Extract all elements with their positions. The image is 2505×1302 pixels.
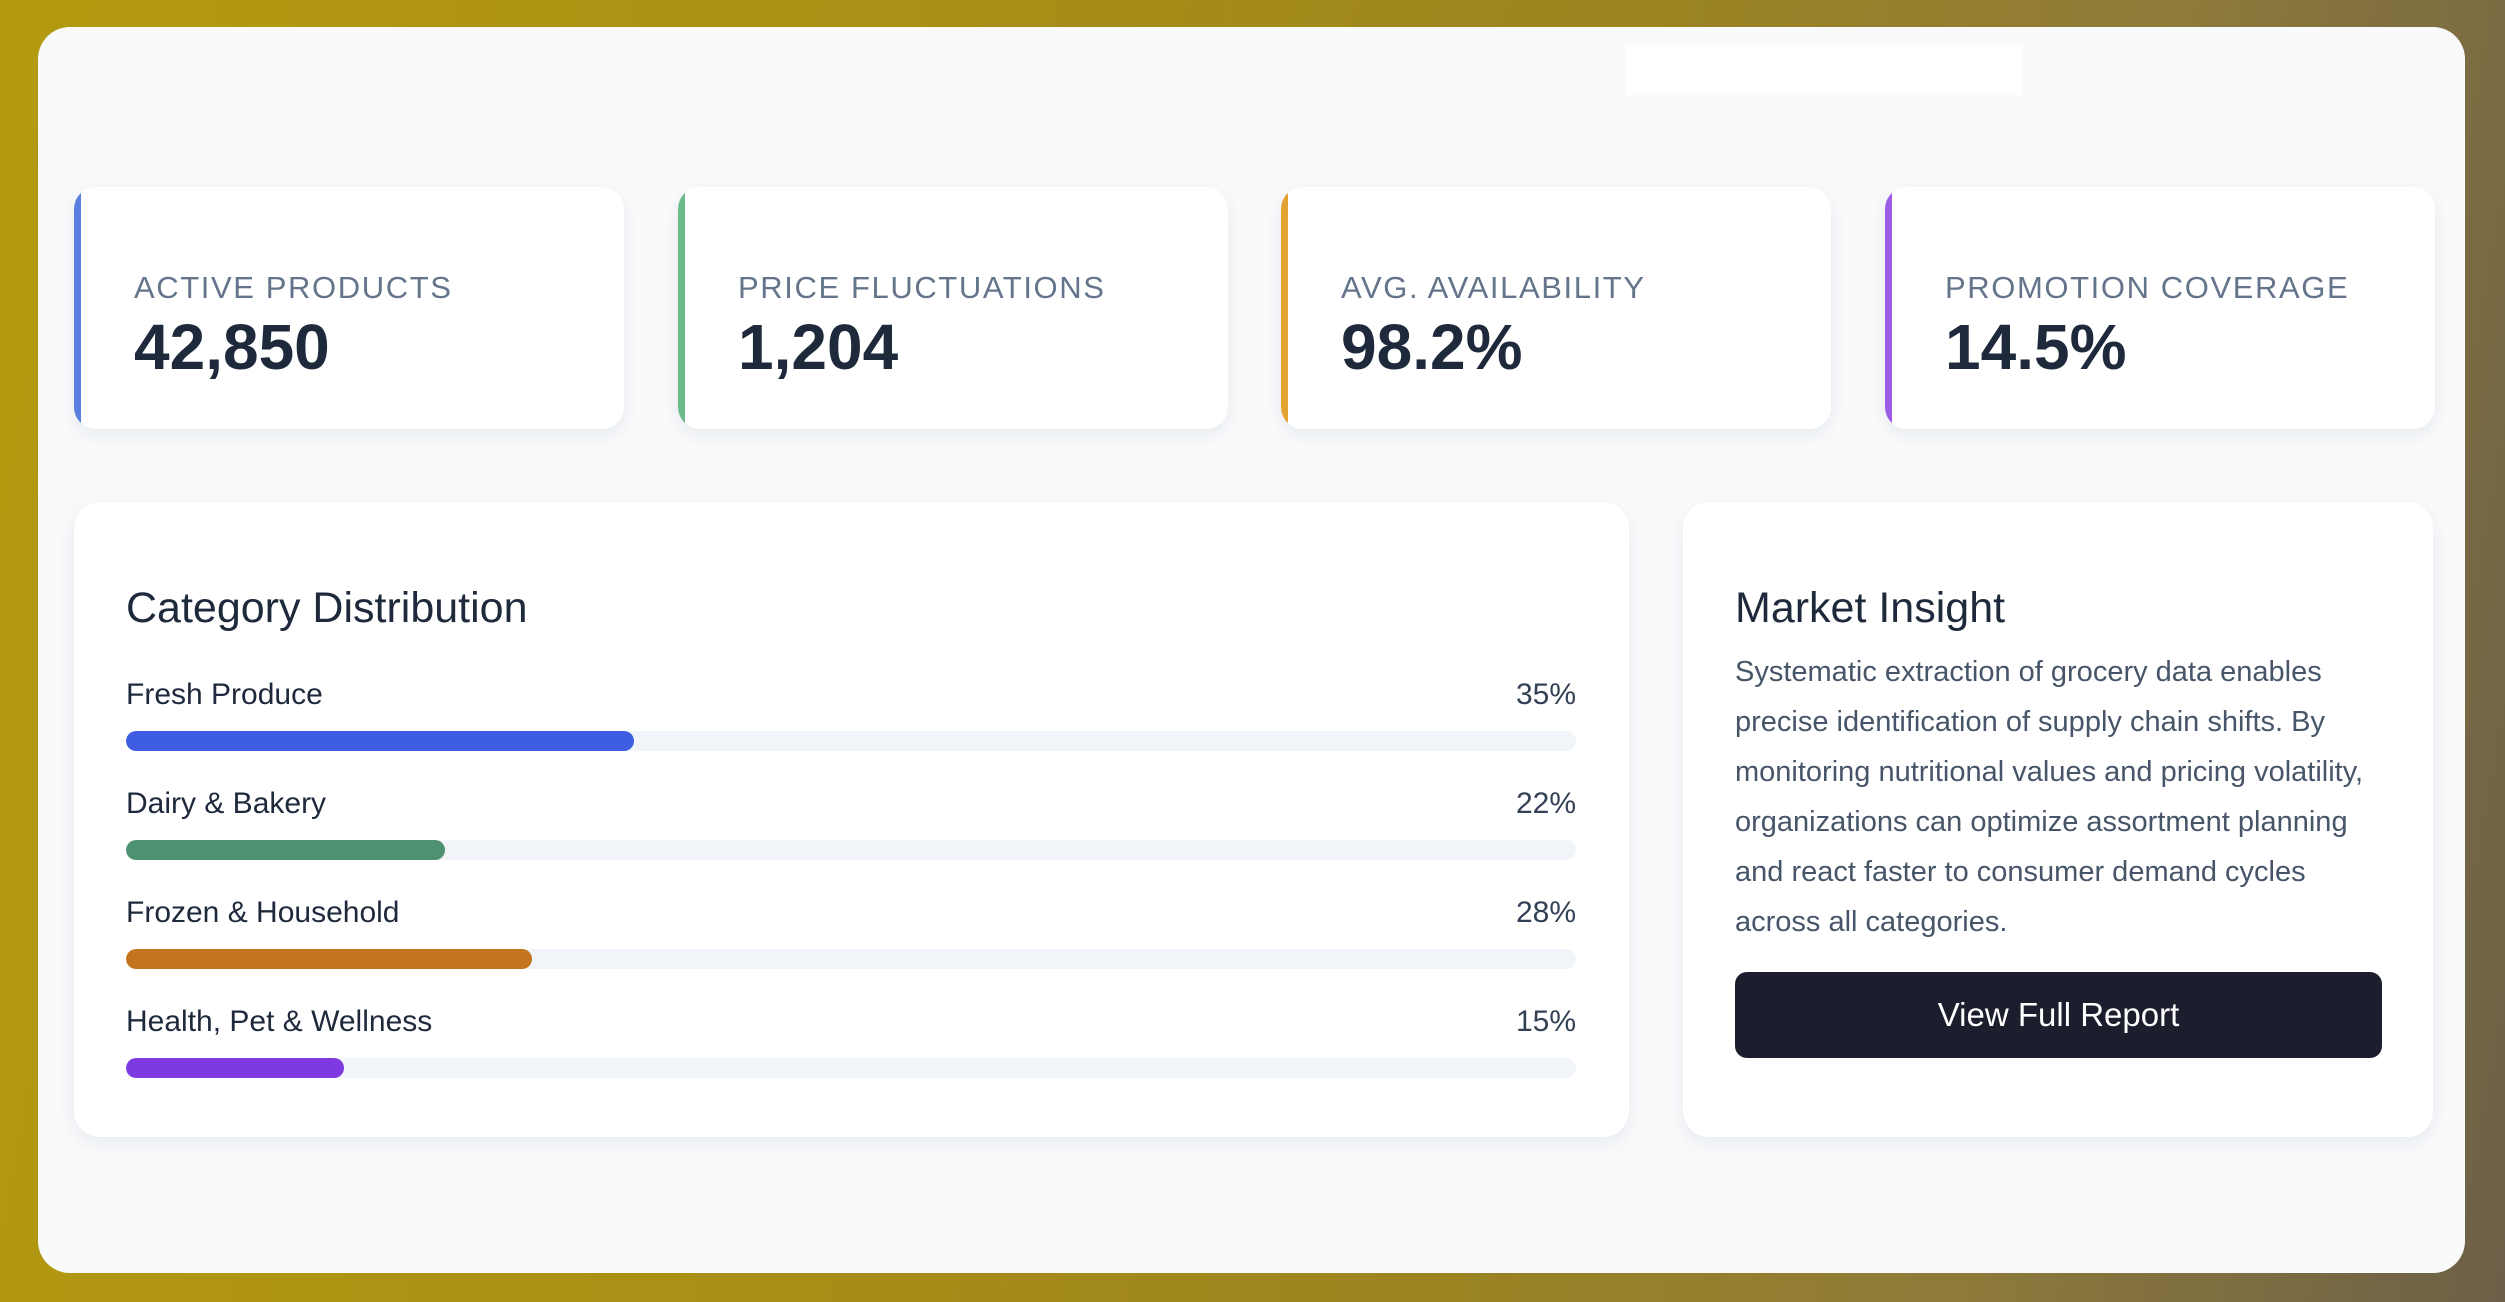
- category-progress-fill: [126, 949, 532, 969]
- kpi-accent-bar: [74, 187, 81, 429]
- market-insight-panel: Market Insight Systematic extraction of …: [1683, 502, 2433, 1137]
- category-distribution-panel: Category Distribution Fresh Produce 35% …: [74, 502, 1629, 1137]
- kpi-card-active-products: ACTIVE PRODUCTS 42,850: [74, 187, 624, 429]
- category-progress-track: [126, 731, 1576, 751]
- category-row: Fresh Produce 35%: [126, 678, 1576, 758]
- kpi-label: PROMOTION COVERAGE: [1945, 270, 2350, 305]
- kpi-label: ACTIVE PRODUCTS: [134, 270, 453, 305]
- kpi-value: 14.5%: [1945, 311, 2127, 383]
- category-row: Dairy & Bakery 22%: [126, 787, 1576, 867]
- category-percent: 15%: [1515, 1005, 1576, 1038]
- kpi-value: 42,850: [134, 311, 330, 383]
- category-percent: 28%: [1515, 896, 1576, 929]
- market-insight-title: Market Insight: [1735, 584, 2006, 632]
- kpi-accent-bar: [1885, 187, 1892, 429]
- kpi-value: 1,204: [738, 311, 899, 383]
- kpi-accent-bar: [678, 187, 685, 429]
- category-distribution-title: Category Distribution: [126, 584, 528, 632]
- category-progress-track: [126, 1058, 1576, 1078]
- category-row: Frozen & Household 28%: [126, 896, 1576, 976]
- category-percent: 22%: [1515, 787, 1576, 820]
- category-progress-fill: [126, 840, 445, 860]
- kpi-label: AVG. AVAILABILITY: [1341, 270, 1646, 305]
- category-name: Dairy & Bakery: [126, 787, 327, 820]
- category-progress-track: [126, 840, 1576, 860]
- category-progress-track: [126, 949, 1576, 969]
- category-row: Health, Pet & Wellness 15%: [126, 1005, 1576, 1085]
- category-name: Health, Pet & Wellness: [126, 1005, 433, 1038]
- category-name: Frozen & Household: [126, 896, 400, 929]
- header-strip: [1625, 45, 2022, 95]
- market-insight-text: Systematic extraction of grocery data en…: [1735, 656, 2364, 938]
- kpi-card-promotion-coverage: PROMOTION COVERAGE 14.5%: [1885, 187, 2435, 429]
- category-percent: 35%: [1515, 678, 1576, 711]
- view-full-report-button[interactable]: View Full Report: [1735, 972, 2382, 1058]
- kpi-card-price-fluctuations: PRICE FLUCTUATIONS 1,204: [678, 187, 1228, 429]
- kpi-label: PRICE FLUCTUATIONS: [738, 270, 1106, 305]
- dashboard: ACTIVE PRODUCTS 42,850 PRICE FLUCTUATION…: [38, 27, 2465, 1273]
- category-progress-fill: [126, 1058, 344, 1078]
- kpi-card-avg-availability: AVG. AVAILABILITY 98.2%: [1281, 187, 1831, 429]
- kpi-accent-bar: [1281, 187, 1288, 429]
- category-name: Fresh Produce: [126, 678, 323, 711]
- kpi-value: 98.2%: [1341, 311, 1523, 383]
- category-progress-fill: [126, 731, 634, 751]
